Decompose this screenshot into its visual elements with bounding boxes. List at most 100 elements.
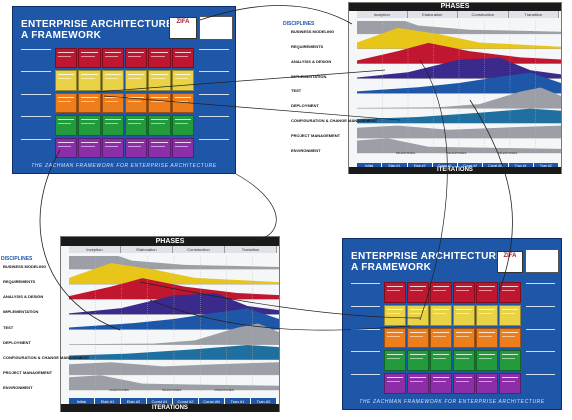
framework-cell <box>78 137 101 158</box>
phase-construction: Construction <box>173 246 225 253</box>
iteration-cell: Const #N <box>483 163 509 169</box>
framework-grid <box>349 281 557 395</box>
framework-cell <box>475 282 498 303</box>
phase-inception: Inception <box>69 246 121 253</box>
framework-cell <box>125 115 148 136</box>
row-label-left <box>21 49 52 50</box>
connector-cross-2 <box>103 95 401 121</box>
iterations-title-bar: ITERATIONS <box>61 404 279 412</box>
framework-cell <box>55 70 78 91</box>
framework-cell <box>78 70 101 91</box>
discipline-label: ANALYSIS & DESIGN <box>3 294 44 300</box>
row-label-right <box>198 93 229 95</box>
framework-cell <box>498 282 521 303</box>
framework-cell <box>430 373 452 394</box>
framework-cell <box>125 137 148 158</box>
publisher-info-box <box>199 16 233 40</box>
phase-header-row: Inception Elaboration Construction Trans… <box>357 11 559 18</box>
framework-cell <box>430 350 452 372</box>
rup-hump-chart-top: PHASES Inception Elaboration Constructio… <box>283 2 562 174</box>
framework-cell <box>78 48 101 69</box>
framework-cell <box>407 327 430 349</box>
framework-cell <box>384 282 407 303</box>
framework-cell <box>101 137 124 158</box>
framework-cell <box>55 137 78 158</box>
framework-cell <box>407 373 430 394</box>
discipline-label: CONFIGURATION & CHANGE MANAGEMENT <box>3 354 90 360</box>
framework-cell <box>453 373 475 394</box>
phase-construction: Construction <box>458 11 509 18</box>
discipline-label: IMPLEMENTATION <box>3 309 39 315</box>
connector-cross-5 <box>149 299 411 331</box>
framework-cell <box>498 327 521 349</box>
iteration-cell: Initial <box>357 163 383 169</box>
zifa-logo-text: ZIFA <box>503 253 517 259</box>
framework-cell <box>101 115 124 136</box>
iteration-cell: Initial <box>69 398 95 405</box>
framework-cell <box>78 115 101 136</box>
framework-cell <box>101 92 124 114</box>
framework-cell <box>430 304 452 326</box>
poster-title-line2: A FRAMEWORK <box>21 30 102 41</box>
framework-cell <box>453 327 475 349</box>
connector-arc-left <box>39 149 121 331</box>
poster-title: ENTERPRISE ARCHITECTURE: A FRAMEWORK <box>21 19 177 41</box>
framework-cell <box>55 48 78 69</box>
framework-cell <box>498 373 521 394</box>
connector-top <box>199 5 353 25</box>
connector-arc-right <box>469 99 513 291</box>
iteration-cell: Tran #1 <box>508 163 534 169</box>
framework-cell <box>430 327 452 349</box>
discipline-label: ANALYSIS & DESIGN <box>291 58 332 64</box>
framework-cell <box>148 137 171 158</box>
framework-cell <box>498 304 521 326</box>
row-label-right <box>525 305 555 307</box>
framework-cell <box>407 304 430 326</box>
poster-title-line1: ENTERPRISE ARCHITECTURE: <box>351 251 507 262</box>
framework-cell <box>101 70 124 91</box>
milestone-label: MILESTONES <box>162 388 182 392</box>
disciplines-heading: DISCIPLINES <box>283 21 315 27</box>
framework-cell <box>148 92 171 114</box>
iteration-cell: Const #N <box>199 398 225 405</box>
framework-cell <box>475 350 498 372</box>
framework-row <box>349 372 557 395</box>
framework-cell <box>55 92 78 114</box>
framework-cell <box>78 92 101 114</box>
milestone-label: MILESTONES <box>396 151 416 155</box>
discipline-label: ENVIRONMENT <box>3 385 33 390</box>
connector-cross-4 <box>139 281 421 319</box>
framework-cell <box>148 115 171 136</box>
discipline-label: REQUIREMENTS <box>291 43 324 49</box>
framework-row <box>349 281 557 304</box>
zachman-framework-poster-top: ENTERPRISE ARCHITECTURE: A FRAMEWORK ZIF… <box>12 6 236 174</box>
discipline-label: REQUIREMENTS <box>3 279 36 285</box>
row-label-right <box>525 351 555 353</box>
framework-cell <box>125 70 148 91</box>
row-label-right <box>198 138 229 140</box>
framework-row <box>19 137 231 159</box>
framework-cell <box>101 48 124 69</box>
iterations-title-bar: ITERATIONS <box>349 167 561 174</box>
framework-cell <box>453 282 475 303</box>
framework-cell <box>475 304 498 326</box>
iteration-row: Initial Elab #1 Elab #2 Const #1 Const #2 Con… <box>69 398 277 405</box>
discipline-label: DEPLOYMENT <box>3 339 31 345</box>
discipline-label: PROJECT MANAGEMENT <box>3 369 53 375</box>
phase-elaboration: Elaboration <box>407 11 458 18</box>
milestone-label: MILESTONES <box>109 388 129 392</box>
framework-cell <box>171 48 194 69</box>
phase-transition: Transition <box>508 11 559 18</box>
iteration-cell: Const #2 <box>458 163 484 169</box>
poster-footer: THE ZACHMAN FRAMEWORK FOR ENTERPRISE ARC… <box>31 163 217 169</box>
disciplines-heading: DISCIPLINES <box>1 256 33 262</box>
framework-cell <box>171 137 194 158</box>
milestone-label: MILESTONES <box>447 151 467 155</box>
row-label-right <box>198 71 229 73</box>
discipline-humps-area <box>357 21 561 155</box>
discipline-label: DEPLOYMENT <box>291 103 319 109</box>
framework-cell <box>430 282 452 303</box>
iteration-cell: Const #2 <box>173 398 199 405</box>
framework-row <box>349 327 557 350</box>
